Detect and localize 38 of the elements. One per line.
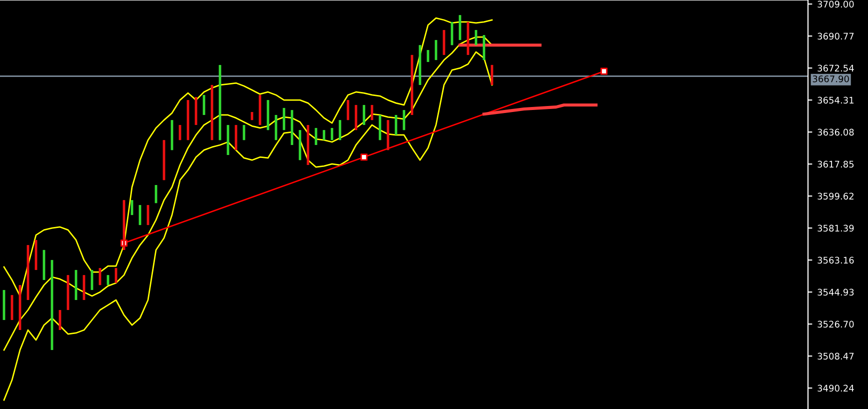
y-tick-label: 3599.62 [818,192,854,200]
point [360,154,368,161]
candlestick [98,267,102,286]
y-tick-label: 3672.54 [818,64,854,72]
y-tick-label: 3544.93 [818,288,854,296]
candlestick [394,114,398,136]
candlestick [154,184,158,204]
line-series [3,51,493,401]
y-tick-label: 3508.47 [818,352,854,360]
y-tick-label: 3617.85 [818,160,854,168]
y-tick-label: 3654.31 [818,96,854,104]
candlestick [490,64,494,86]
y-tick-label: 3563.16 [818,256,854,264]
candlestick [338,120,342,141]
y-tick-label: 3709.00 [818,0,854,8]
y-tick-label: 3526.70 [818,320,854,328]
ref-line-label: 3667.90 [812,75,849,82]
candlestick [146,204,150,226]
candlestick [130,200,134,216]
line-series [3,17,493,297]
line-series [3,36,493,351]
y-tick-label: 3690.77 [818,32,854,40]
candlestick [402,110,406,131]
candlestick [434,39,438,61]
y-tick-label: 3636.08 [818,128,854,136]
candlestick [138,204,142,226]
candlestick [114,267,118,284]
candlestick [90,269,94,291]
line-series [482,103,598,116]
candlestick [202,94,206,116]
candlestick [426,49,430,63]
candlestick [314,127,318,146]
candlestick [346,100,350,121]
y-tick-label: 3490.24 [818,384,854,392]
candlestick [362,104,366,126]
candlestick [474,29,478,46]
y-tick-label: 3581.39 [818,224,854,232]
point [600,68,608,75]
